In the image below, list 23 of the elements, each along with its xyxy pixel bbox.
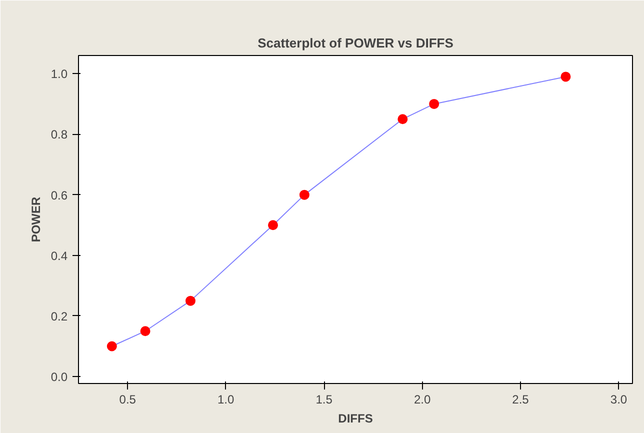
point	[560, 72, 571, 82]
y-tick-label: 0.2	[50, 309, 68, 324]
x-tick-label: 3.0	[610, 392, 628, 406]
x-tick-label: 1.0	[218, 392, 235, 406]
x-tick-label: 0.5	[119, 392, 136, 406]
y-axis-title: POWER	[28, 196, 43, 242]
point	[268, 220, 278, 230]
point	[185, 296, 196, 306]
chart-title: Scatterplot of POWER vs DIFFS	[258, 36, 454, 50]
x-tick-label: 1.5	[316, 392, 333, 406]
point	[140, 326, 150, 336]
point	[398, 114, 408, 124]
y-tick-label: 0.8	[50, 128, 68, 142]
y-tick-label: 1.0	[50, 67, 68, 82]
x-tick-label: 2.0	[414, 392, 431, 406]
x-tick-label: 2.5	[512, 392, 530, 406]
point	[106, 341, 117, 352]
y-tick-label: 0.4	[50, 248, 68, 263]
point	[429, 98, 440, 109]
x-axis-title: DIFFS	[338, 412, 373, 426]
point	[299, 190, 310, 200]
y-tick-label: 0.6	[50, 188, 68, 202]
y-tick-label: 0.0	[50, 370, 68, 384]
